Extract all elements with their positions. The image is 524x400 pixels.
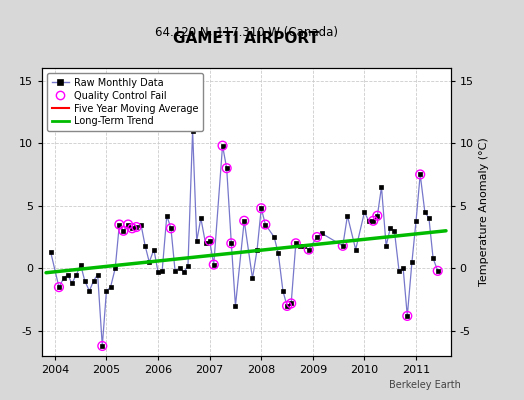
Quality Control Fail [292, 240, 300, 246]
Quality Control Fail [124, 221, 132, 228]
Raw Monthly Data [434, 268, 441, 273]
Quality Control Fail [339, 243, 347, 249]
Text: Berkeley Earth: Berkeley Earth [389, 380, 461, 390]
Quality Control Fail [219, 142, 227, 149]
Legend: Raw Monthly Data, Quality Control Fail, Five Year Moving Average, Long-Term Tren: Raw Monthly Data, Quality Control Fail, … [47, 73, 203, 131]
Quality Control Fail [98, 343, 106, 349]
Quality Control Fail [287, 300, 296, 307]
Raw Monthly Data [146, 260, 152, 264]
Quality Control Fail [240, 218, 248, 224]
Quality Control Fail [283, 303, 291, 309]
Raw Monthly Data [48, 250, 54, 254]
Text: 64.120 N, 117.310 W (Canada): 64.120 N, 117.310 W (Canada) [155, 26, 338, 39]
Quality Control Fail [403, 313, 411, 319]
Raw Monthly Data [344, 213, 351, 218]
Quality Control Fail [416, 171, 424, 178]
Quality Control Fail [257, 205, 266, 212]
Raw Monthly Data [138, 222, 144, 227]
Raw Monthly Data [271, 235, 277, 240]
Raw Monthly Data [99, 344, 105, 348]
Quality Control Fail [304, 246, 313, 253]
Quality Control Fail [313, 234, 321, 240]
Quality Control Fail [227, 240, 235, 246]
Quality Control Fail [205, 238, 214, 244]
Quality Control Fail [132, 224, 140, 230]
Title: GAMETI AIRPORT: GAMETI AIRPORT [173, 31, 319, 46]
Line: Raw Monthly Data: Raw Monthly Data [49, 129, 440, 348]
Quality Control Fail [223, 165, 231, 171]
Quality Control Fail [128, 225, 136, 232]
Quality Control Fail [167, 225, 175, 232]
Y-axis label: Temperature Anomaly (°C): Temperature Anomaly (°C) [479, 138, 489, 286]
Quality Control Fail [369, 218, 377, 224]
Quality Control Fail [54, 284, 63, 290]
Quality Control Fail [261, 221, 269, 228]
Quality Control Fail [433, 268, 442, 274]
Raw Monthly Data [193, 238, 200, 243]
Quality Control Fail [115, 221, 124, 228]
Quality Control Fail [210, 261, 218, 268]
Quality Control Fail [119, 228, 128, 234]
Raw Monthly Data [190, 128, 196, 133]
Raw Monthly Data [198, 216, 204, 221]
Quality Control Fail [373, 212, 381, 219]
